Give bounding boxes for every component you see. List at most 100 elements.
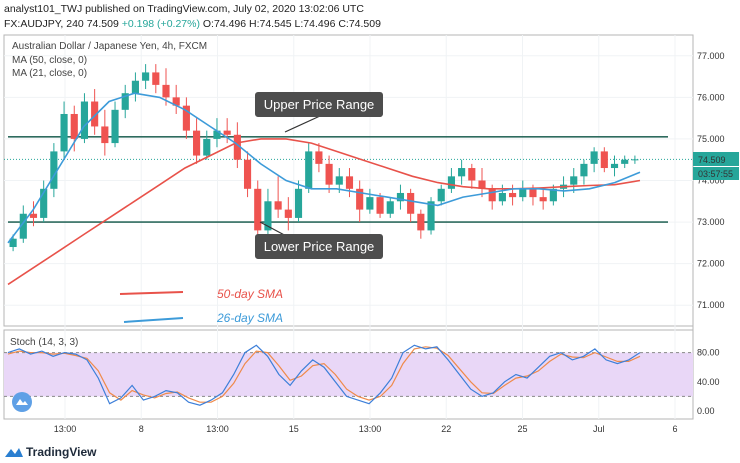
candle-body xyxy=(549,188,557,202)
candle-body xyxy=(570,176,578,185)
price-tick: 76.000 xyxy=(697,92,725,102)
symbol: FX:AUDJPY, 240 xyxy=(4,18,84,30)
time-tick: 13:00 xyxy=(54,424,77,434)
candle-body xyxy=(590,151,598,164)
time-tick: 13:00 xyxy=(206,424,229,434)
legend-sma50: 50-day SMA xyxy=(217,287,283,301)
candle-body xyxy=(437,188,445,202)
time-tick: 8 xyxy=(139,424,144,434)
candle-body xyxy=(9,238,17,248)
stoch-lines xyxy=(7,344,641,406)
candle-body xyxy=(152,72,160,85)
stoch-tick: 80.00 xyxy=(697,348,720,358)
stoch-axis: 80.00 40.00 0.00 xyxy=(697,348,720,416)
indicator-ma50: MA (50, close, 0) xyxy=(12,55,87,66)
last-price-label: 74.509 xyxy=(698,155,726,165)
candle-body xyxy=(356,188,364,210)
time-tick: 15 xyxy=(289,424,299,434)
candle-body xyxy=(386,201,394,214)
time-axis: 13:00 8 13:00 15 13:00 22 25 Jul 6 xyxy=(54,424,678,434)
candle-body xyxy=(376,197,384,214)
time-tick: Jul xyxy=(593,424,605,434)
indicator-ma21: MA (21, close, 0) xyxy=(12,68,87,79)
countdown-label: 03:57:55 xyxy=(698,169,733,179)
stoch-tick: 0.00 xyxy=(697,406,715,416)
time-tick: 25 xyxy=(517,424,527,434)
tradingview-logo-icon xyxy=(5,448,23,457)
candle-body xyxy=(50,151,58,189)
candle-body xyxy=(233,134,241,160)
last-price-tag xyxy=(693,152,739,166)
annotation-lower: Lower Price Range xyxy=(255,221,383,259)
stoch-band xyxy=(4,352,693,397)
candle-body xyxy=(243,159,252,189)
candle-body xyxy=(40,188,48,218)
candle-body xyxy=(498,192,506,202)
candle-body xyxy=(305,151,313,189)
stoch-tick: 40.00 xyxy=(697,377,720,387)
candle-body xyxy=(284,209,292,218)
candle-body xyxy=(274,201,282,210)
candle-body xyxy=(294,188,303,218)
stoch-k-line xyxy=(7,344,641,406)
candle-body xyxy=(529,188,537,198)
candle-body xyxy=(325,163,333,185)
candle-body xyxy=(468,168,476,181)
candle-body xyxy=(60,113,68,152)
price-tick: 77.000 xyxy=(697,51,725,61)
candle-body xyxy=(488,188,496,202)
legend-swatch-sma21 xyxy=(123,317,184,323)
price-change: +0.198 (+0.27%) xyxy=(121,18,200,30)
time-tick: 22 xyxy=(441,424,451,434)
candle-body xyxy=(162,84,170,98)
price-axis: 77.000 76.000 75.000 74.000 73.000 72.000 71.0… xyxy=(697,51,725,310)
time-tick: 13:00 xyxy=(359,424,382,434)
candle-body xyxy=(407,192,415,214)
annotation-box xyxy=(255,234,383,259)
candle-body xyxy=(172,97,180,106)
annotation-box xyxy=(255,92,383,117)
publish-info: analyst101_TWJ published on TradingView.… xyxy=(4,3,364,15)
candle-body xyxy=(519,188,527,198)
candle-body xyxy=(366,197,374,210)
symbol-info: FX:AUDJPY, 240 74.509 +0.198 (+0.27%) O:… xyxy=(4,18,381,30)
candle-body xyxy=(264,201,272,231)
candle-body xyxy=(427,201,435,231)
candle-body xyxy=(600,151,608,169)
candle-body xyxy=(111,109,119,144)
candlesticks xyxy=(9,64,639,252)
candle-body xyxy=(447,176,455,189)
time-tick: 6 xyxy=(672,424,677,434)
candle-body xyxy=(19,213,27,239)
candle-body xyxy=(539,197,547,202)
candle-body xyxy=(131,80,139,94)
footer: TradingView xyxy=(0,442,740,463)
candle-body xyxy=(29,213,38,218)
candle-body xyxy=(213,130,221,139)
candle-body xyxy=(142,72,150,81)
annotation-text: Lower Price Range xyxy=(264,239,375,254)
candle-body xyxy=(335,176,343,185)
candle-body xyxy=(91,101,99,127)
price-tick: 74.000 xyxy=(697,176,725,186)
candle-body xyxy=(315,151,323,164)
candle-body xyxy=(345,176,354,189)
candle-body xyxy=(193,130,201,156)
candle-body xyxy=(621,159,629,164)
stoch-band-fill xyxy=(4,352,693,397)
chart-header: analyst101_TWJ published on TradingView.… xyxy=(0,0,740,34)
candle-body xyxy=(101,126,109,144)
candle-body xyxy=(417,213,425,231)
camera-icon[interactable] xyxy=(12,392,32,412)
candle-body xyxy=(254,188,262,231)
price-tick: 71.000 xyxy=(697,300,725,310)
candle-body xyxy=(396,192,405,202)
price-tick: 75.000 xyxy=(697,134,725,144)
brand-name: TradingView xyxy=(26,445,97,459)
candle-body xyxy=(121,93,129,110)
candle-body xyxy=(631,159,639,161)
countdown-tag xyxy=(693,167,739,180)
candle-body xyxy=(458,168,466,177)
candle-body xyxy=(182,105,190,131)
